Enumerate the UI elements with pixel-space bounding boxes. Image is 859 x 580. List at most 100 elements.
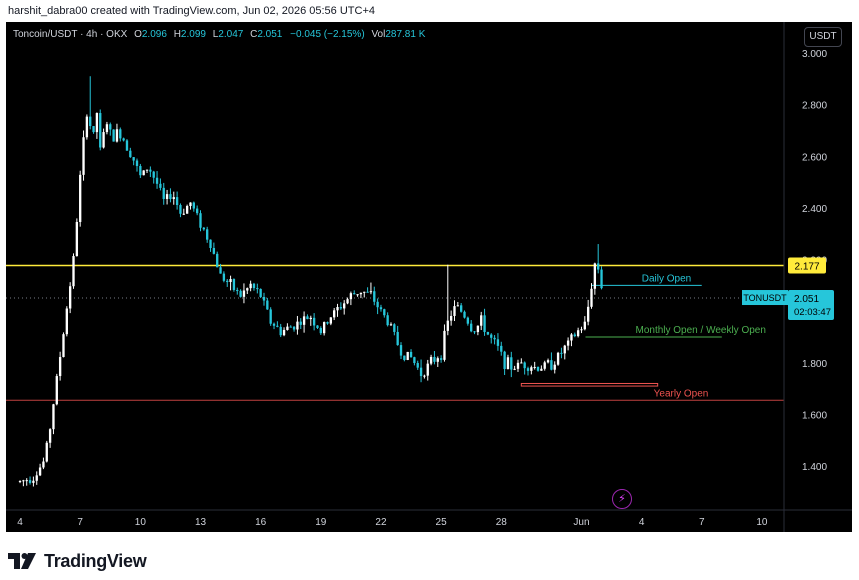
bar-countdown: 02:03:47 xyxy=(794,307,831,318)
time-tick-label: 4 xyxy=(639,517,645,528)
candle-body xyxy=(406,351,409,360)
price-tick-label: 1.400 xyxy=(802,462,827,473)
horizontal-levels xyxy=(6,264,784,401)
currency-button[interactable]: USDT xyxy=(804,27,842,47)
candle-body xyxy=(456,305,459,307)
price-chart-svg[interactable]: Daily Open Monthly Open / Weekly Open Year… xyxy=(6,22,852,532)
candle-body xyxy=(439,358,443,360)
candle-body xyxy=(68,286,72,309)
candle-body xyxy=(366,291,369,293)
candle-body xyxy=(423,375,426,377)
time-tick-label: 22 xyxy=(375,517,387,528)
high-value: 2.099 xyxy=(180,29,206,40)
candle-body xyxy=(266,300,269,310)
time-tick-label: 25 xyxy=(436,517,448,528)
candle-body xyxy=(597,263,600,270)
candle-body xyxy=(22,480,25,482)
time-tick-label: 19 xyxy=(315,517,327,528)
chart-panel[interactable]: Daily Open Monthly Open / Weekly Open Year… xyxy=(6,22,852,532)
candle-body xyxy=(219,267,222,274)
monthly-weekly-open-label: Monthly Open / Weekly Open xyxy=(635,325,765,336)
candle-body xyxy=(359,292,363,295)
axes: 1.4001.6001.8002.0002.2002.4002.6002.800… xyxy=(6,22,852,532)
price-tick-label: 3.000 xyxy=(802,49,827,60)
close-label: C xyxy=(250,29,258,40)
candle-body xyxy=(89,116,92,127)
symbol-price-tag xyxy=(742,290,788,306)
candle-body xyxy=(486,332,490,335)
candle-body xyxy=(172,197,175,200)
candle-body xyxy=(403,355,406,360)
time-tick-label: 4 xyxy=(17,517,23,528)
candle-body xyxy=(276,325,279,327)
candle-body xyxy=(299,321,302,325)
candle-body xyxy=(165,194,169,199)
candle-body xyxy=(139,166,142,176)
price-tick-label: 2.400 xyxy=(802,204,827,215)
candle-body xyxy=(333,310,336,318)
candle-body xyxy=(18,480,22,482)
tradingview-logo-icon xyxy=(8,553,36,569)
candle-body xyxy=(436,358,439,362)
candle-body xyxy=(349,293,353,300)
candle-body xyxy=(416,363,419,368)
candle-body xyxy=(75,221,79,257)
candle-body xyxy=(339,307,343,309)
open-value: 2.096 xyxy=(141,29,167,40)
candle-body xyxy=(252,283,256,289)
yearly-open-label: Yearly Open xyxy=(654,388,709,399)
candle-body xyxy=(122,138,125,141)
candle-body xyxy=(466,317,470,324)
candle-body xyxy=(550,360,553,370)
candle-body xyxy=(246,288,249,291)
candle-body xyxy=(373,291,376,302)
candle-body xyxy=(540,368,543,371)
candle-body xyxy=(556,352,560,365)
candle-body xyxy=(192,202,195,209)
candle-body xyxy=(459,305,463,312)
candle-body xyxy=(292,326,296,330)
candle-body xyxy=(212,248,216,254)
candle-body xyxy=(52,404,55,430)
time-tick-label: 10 xyxy=(135,517,147,528)
price-tick-label: 2.600 xyxy=(802,152,827,163)
candle-body xyxy=(185,205,189,214)
candle-body xyxy=(259,288,262,297)
candle-body xyxy=(256,288,259,290)
candle-body xyxy=(546,360,550,363)
candle-body xyxy=(353,293,356,295)
candle-body xyxy=(262,296,266,301)
candle-body xyxy=(35,475,38,481)
candle-body xyxy=(363,291,366,293)
candle-body xyxy=(195,208,199,214)
candle-body xyxy=(356,294,359,296)
candle-body xyxy=(169,194,172,200)
candle-body xyxy=(312,317,316,326)
candle-body xyxy=(573,334,576,337)
candle-body xyxy=(566,340,570,346)
candle-body xyxy=(536,366,540,371)
flash-icon[interactable]: ⚡ xyxy=(612,489,632,509)
candle-body xyxy=(453,306,456,316)
candlestick-series xyxy=(18,76,603,487)
level-labels: Daily Open Monthly Open / Weekly Open Year… xyxy=(635,273,765,399)
time-tick-label: 13 xyxy=(195,517,207,528)
candle-body xyxy=(576,330,580,337)
candle-body xyxy=(62,334,65,358)
candle-body xyxy=(433,356,436,362)
candle-body xyxy=(369,291,373,293)
candle-body xyxy=(306,316,309,320)
candle-body xyxy=(112,129,115,142)
volume-value: 287.81 K xyxy=(385,29,426,40)
candle-body xyxy=(272,323,276,326)
candle-body xyxy=(79,174,82,222)
candle-body xyxy=(42,461,45,468)
candle-body xyxy=(135,160,139,167)
close-value: 2.051 xyxy=(257,29,283,40)
candle-body xyxy=(82,137,85,175)
resistance-price-tag xyxy=(788,257,826,274)
candle-body xyxy=(383,309,386,316)
candle-body xyxy=(516,362,520,369)
candle-body xyxy=(206,229,209,240)
candle-body xyxy=(216,253,219,268)
